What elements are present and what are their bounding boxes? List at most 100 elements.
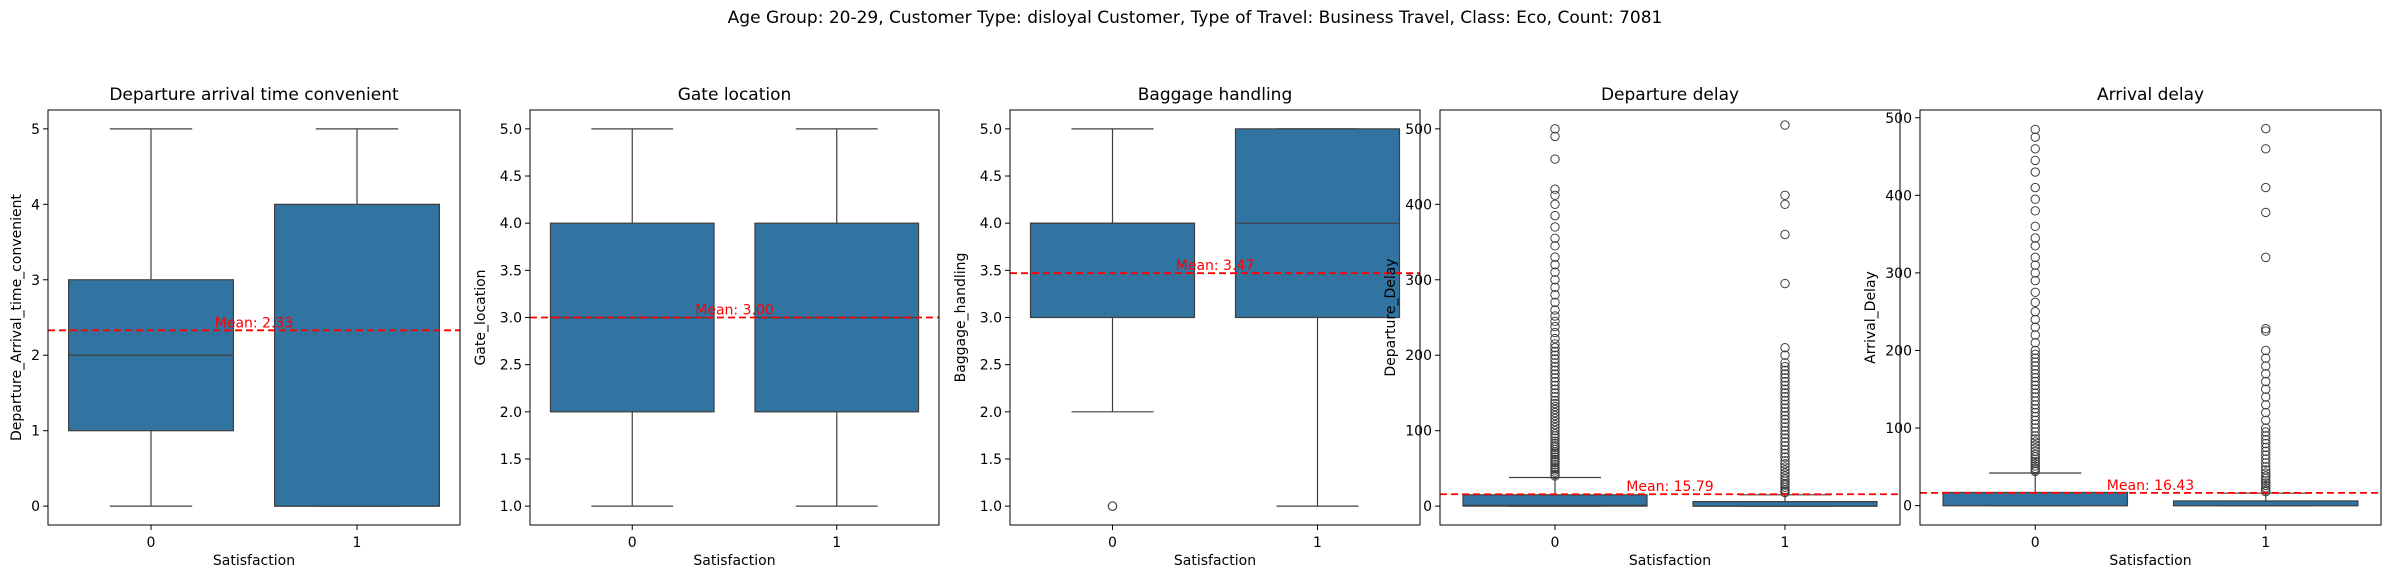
y-tick-label: 300 [1885,266,1912,282]
flier-point [2261,353,2271,363]
flier-point [2261,415,2271,425]
flier-point [1550,425,1560,436]
box-body [2172,500,2359,507]
flier-point [2261,476,2271,486]
flier-point [2030,306,2040,317]
flier-point [1550,369,1560,379]
chart-title: Arrival delay [2097,85,2204,105]
flier-point [2030,241,2040,251]
flier-point [2030,268,2040,278]
y-tick-label: 200 [1885,343,1912,359]
flier-point [1780,376,1790,387]
flier-point [1550,373,1560,383]
flier-point [2030,449,2040,460]
flier-point [1550,433,1560,443]
flier-point [1780,471,1790,481]
flier-point [2261,144,2271,154]
flier-point [2261,369,2271,379]
flier-point [1550,358,1560,368]
flier-point [2261,392,2271,402]
flier-point [1550,282,1560,293]
flier-point [2261,478,2271,488]
flier-point [1780,474,1790,484]
flier-point [1550,267,1560,277]
box-1 [1234,128,1401,507]
flier-point [1550,392,1560,402]
y-tick-label: 3 [31,273,40,289]
flier-point [2261,446,2271,457]
flier-point [1780,388,1790,398]
flier-point [2030,144,2040,154]
flier-point [1780,373,1790,383]
box-body [1462,494,1648,507]
mean-label: Mean: 15.79 [1626,479,1713,495]
flier-point [2261,454,2271,464]
flier-point [1550,438,1560,449]
flier-point [2030,357,2040,367]
flier-point [1780,437,1790,447]
flier-point [2030,353,2040,363]
axes-frame [47,109,461,526]
flier-point [2030,260,2040,270]
flier-point [1780,414,1790,425]
x-tick-label: 0 [1108,535,1117,551]
chart-title: Baggage handling [1138,85,1293,105]
flier-point [1780,384,1790,394]
flier-point [1780,425,1790,436]
flier-point [2030,297,2040,308]
flier-point [1550,436,1560,446]
flier-point [1550,376,1560,387]
flier-point [2030,376,2040,387]
y-tick-label: 100 [1885,421,1912,437]
flier-point [1550,339,1560,349]
flier-point [1780,418,1790,428]
box-body [1942,491,2129,507]
flier-point [2261,345,2271,356]
mean-label: Mean: 3.47 [1176,258,1254,274]
chart-panel-5: Mean: 16.43 0 100 200 300 400 500 0 1 Arrival del… [1863,85,2382,569]
flier-point [1780,459,1790,469]
x-axis-label: Satisfaction [1174,553,1256,569]
flier-point [1780,350,1790,360]
flier-point [2030,221,2040,232]
y-tick-label: 1 [31,424,40,440]
x-tick-label: 1 [1781,535,1790,551]
flier-point [2030,434,2040,444]
flier-point [2030,440,2040,450]
flier-point [2261,450,2271,460]
y-tick-label: 400 [1405,197,1432,213]
y-tick-label: 5.0 [980,122,1002,138]
flier-point [2030,403,2040,414]
flier-point [1550,354,1560,364]
y-tick-label: 1.5 [500,452,522,468]
axes-frame [1439,109,1901,526]
flier-point [2030,392,2040,402]
y-tick-label: 500 [1405,122,1432,138]
flier-point [2030,456,2040,467]
flier-point [2261,427,2271,437]
y-tick-label: 200 [1405,348,1432,364]
flier-point [2030,446,2040,457]
flier-point [1550,422,1560,433]
flier-point [1550,184,1560,194]
flier-point [1550,241,1560,251]
flier-point [1780,422,1790,432]
y-tick-label: 4 [31,197,40,213]
flier-point [1550,252,1560,262]
mean-label: Mean: 16.43 [2107,478,2194,494]
flier-point [2261,252,2271,263]
flier-point [1780,468,1790,478]
flier-point [1780,380,1790,391]
flier-point [1550,333,1560,344]
flier-point [1780,395,1790,406]
flier-point [1550,410,1560,421]
flier-point [2261,361,2271,371]
y-tick-label: 1.5 [980,452,1002,468]
flier-point [1780,229,1790,240]
x-axis-label: Satisfaction [213,553,295,569]
flier-point [1550,290,1560,300]
flier-point [2030,437,2040,447]
flier-point [2261,471,2271,481]
flier-point [2030,361,2040,371]
flier-point [1780,433,1790,443]
